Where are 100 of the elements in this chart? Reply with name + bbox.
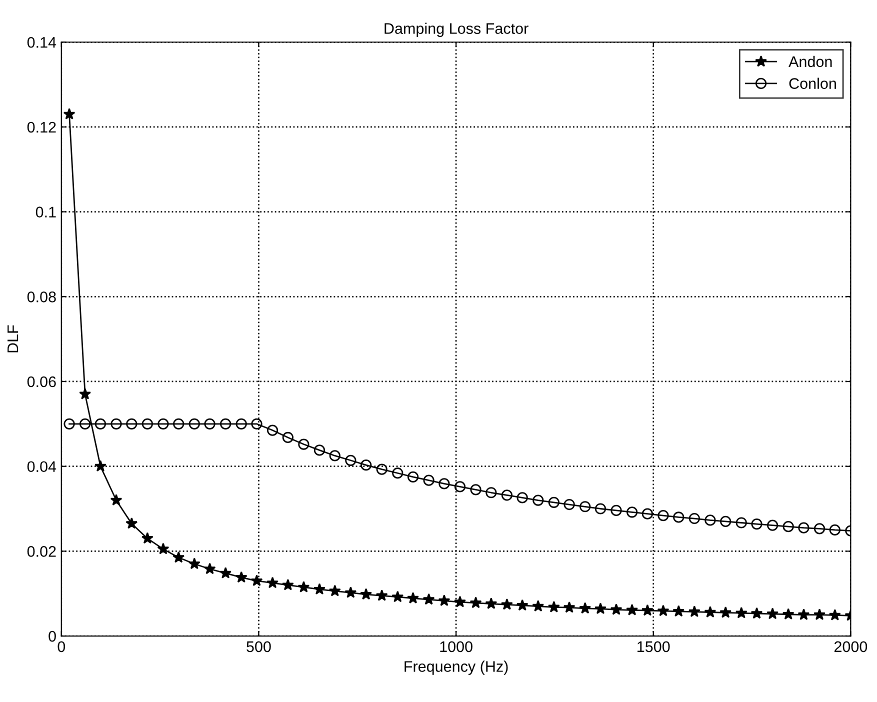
point <box>564 498 575 510</box>
point <box>704 606 716 618</box>
point <box>344 586 357 598</box>
y-tick-label: 0 <box>48 630 56 642</box>
y-tick-label: 0.14 <box>27 36 56 48</box>
point <box>423 474 434 486</box>
point <box>204 562 216 574</box>
point <box>328 584 341 596</box>
point <box>782 521 794 532</box>
point <box>486 487 497 498</box>
point <box>345 454 356 466</box>
x-tick-label: 500 <box>246 641 271 652</box>
point <box>329 450 340 462</box>
point <box>642 508 653 520</box>
point <box>110 494 122 506</box>
point <box>532 600 544 612</box>
point <box>782 608 794 620</box>
point <box>735 606 748 618</box>
point <box>158 418 169 430</box>
point <box>720 606 732 618</box>
x-axis-title: Frequency (Hz) <box>404 660 508 675</box>
point <box>532 494 544 506</box>
point <box>626 506 638 518</box>
point <box>282 432 294 444</box>
y-tick-label: 0.1 <box>36 206 56 218</box>
chart-title: Damping Loss Factor <box>384 22 528 37</box>
point <box>672 605 685 617</box>
y-tick-label: 0.06 <box>27 376 56 388</box>
point <box>220 566 232 578</box>
point <box>63 108 76 120</box>
point <box>172 551 185 563</box>
legend-label: Conlon <box>789 78 836 89</box>
point <box>188 558 200 570</box>
point <box>392 590 404 602</box>
point <box>704 514 716 526</box>
point <box>829 524 840 536</box>
point <box>563 601 576 613</box>
x-tick-label: 1500 <box>638 641 670 652</box>
point <box>173 418 184 430</box>
point <box>376 589 388 601</box>
point <box>251 418 262 430</box>
point <box>220 418 232 430</box>
point <box>80 418 91 430</box>
point <box>814 608 826 620</box>
point <box>470 484 482 496</box>
point <box>392 468 404 479</box>
point <box>548 600 560 612</box>
point <box>470 596 482 608</box>
legend-label: Andon <box>788 56 832 68</box>
y-tick-label: 0.02 <box>27 546 56 557</box>
point <box>438 478 450 490</box>
point <box>594 602 606 614</box>
point <box>376 464 388 475</box>
point <box>360 588 372 600</box>
point <box>141 532 154 544</box>
point <box>407 471 419 482</box>
point <box>236 418 247 430</box>
point <box>422 593 435 605</box>
point <box>500 598 513 610</box>
point <box>688 606 700 618</box>
point <box>266 576 279 588</box>
y-axis-title: DLF <box>8 325 18 352</box>
point <box>751 518 762 530</box>
point <box>626 604 638 616</box>
point <box>720 516 732 528</box>
point <box>610 504 622 516</box>
y-tick-label: 0.12 <box>27 122 56 133</box>
point <box>594 503 606 514</box>
point <box>658 510 669 522</box>
y-tick-label: 0.08 <box>27 292 56 302</box>
point <box>314 444 326 456</box>
point <box>580 501 591 512</box>
point <box>79 388 92 400</box>
point <box>485 598 498 609</box>
point <box>814 523 826 534</box>
point <box>798 608 810 620</box>
point <box>454 596 466 608</box>
point <box>157 542 170 554</box>
point <box>736 517 747 528</box>
point <box>688 512 700 524</box>
point <box>266 424 278 436</box>
point <box>126 517 138 529</box>
point <box>454 481 466 492</box>
point <box>298 580 310 592</box>
point <box>673 512 684 523</box>
point <box>766 608 779 620</box>
point <box>204 418 216 430</box>
point <box>314 583 326 595</box>
point <box>235 571 248 583</box>
point <box>798 522 810 534</box>
point <box>360 460 372 471</box>
point <box>501 490 513 501</box>
point <box>298 438 310 450</box>
point <box>188 418 200 430</box>
point <box>438 594 450 606</box>
point <box>579 602 592 614</box>
point <box>657 604 670 616</box>
point <box>142 418 153 430</box>
x-tick-label: 2000 <box>834 641 868 652</box>
point <box>641 604 654 616</box>
